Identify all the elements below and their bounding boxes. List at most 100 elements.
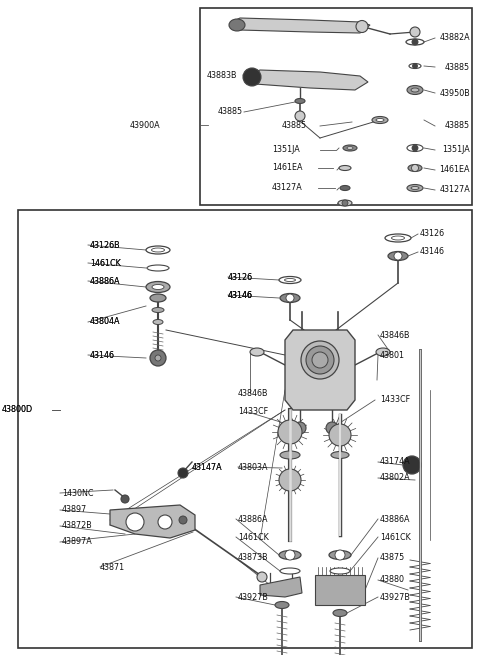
Ellipse shape xyxy=(406,39,424,45)
Text: 1461CK: 1461CK xyxy=(238,533,269,542)
Text: 43885: 43885 xyxy=(282,121,307,130)
Text: 43897A: 43897A xyxy=(62,538,93,546)
Text: 43804A: 43804A xyxy=(90,318,120,326)
Circle shape xyxy=(342,200,348,206)
Circle shape xyxy=(411,164,419,172)
Ellipse shape xyxy=(376,119,384,121)
Text: 1461CK: 1461CK xyxy=(90,259,121,267)
Text: 43146: 43146 xyxy=(90,350,115,360)
Ellipse shape xyxy=(409,64,421,69)
Circle shape xyxy=(155,355,161,361)
Text: 43146: 43146 xyxy=(420,248,445,257)
Text: 43886A: 43886A xyxy=(90,276,120,286)
Text: 1433CF: 1433CF xyxy=(238,407,268,417)
Ellipse shape xyxy=(150,294,166,302)
Text: 43802A: 43802A xyxy=(380,474,410,483)
Ellipse shape xyxy=(339,166,351,170)
Text: 43886A: 43886A xyxy=(380,514,410,523)
Text: 43882A: 43882A xyxy=(439,33,470,43)
Text: 43846B: 43846B xyxy=(238,388,268,398)
Text: 43885: 43885 xyxy=(218,107,243,117)
Ellipse shape xyxy=(338,200,352,206)
FancyBboxPatch shape xyxy=(18,210,472,648)
Circle shape xyxy=(403,456,421,474)
Ellipse shape xyxy=(279,550,301,559)
Text: 43871: 43871 xyxy=(100,563,125,572)
Ellipse shape xyxy=(152,284,164,290)
Polygon shape xyxy=(260,577,302,597)
Ellipse shape xyxy=(407,185,423,191)
Circle shape xyxy=(335,550,345,560)
Text: 1351JA: 1351JA xyxy=(272,145,300,155)
Polygon shape xyxy=(248,70,368,90)
Text: 43803A: 43803A xyxy=(238,462,268,472)
Ellipse shape xyxy=(330,568,350,574)
Text: 1430NC: 1430NC xyxy=(62,489,94,498)
Circle shape xyxy=(286,294,294,302)
Ellipse shape xyxy=(411,88,419,92)
Text: 43147A: 43147A xyxy=(192,462,223,472)
Circle shape xyxy=(150,350,166,366)
Text: 43801: 43801 xyxy=(380,350,405,360)
Text: 43804A: 43804A xyxy=(90,318,120,326)
Text: 43885: 43885 xyxy=(445,121,470,130)
Circle shape xyxy=(179,516,187,524)
Ellipse shape xyxy=(250,348,264,356)
Text: 43897: 43897 xyxy=(62,506,87,514)
Polygon shape xyxy=(315,575,365,605)
Ellipse shape xyxy=(329,550,351,559)
Text: 43146: 43146 xyxy=(90,350,115,360)
Text: 43126: 43126 xyxy=(228,272,253,282)
Circle shape xyxy=(278,420,302,444)
Circle shape xyxy=(329,424,351,446)
Ellipse shape xyxy=(152,307,164,312)
Text: 43885: 43885 xyxy=(445,62,470,71)
Circle shape xyxy=(243,68,261,86)
Circle shape xyxy=(412,39,418,45)
Text: 43126: 43126 xyxy=(228,272,253,282)
Ellipse shape xyxy=(347,147,353,149)
Text: 43146: 43146 xyxy=(228,291,253,299)
Ellipse shape xyxy=(301,341,339,379)
Circle shape xyxy=(295,111,305,121)
Circle shape xyxy=(257,572,267,582)
Text: 1351JA: 1351JA xyxy=(442,145,470,155)
Ellipse shape xyxy=(279,276,301,284)
Ellipse shape xyxy=(376,348,390,356)
Text: 43174A: 43174A xyxy=(380,457,410,466)
Polygon shape xyxy=(110,505,195,538)
Text: 43927B: 43927B xyxy=(380,593,411,601)
Polygon shape xyxy=(285,330,355,410)
Ellipse shape xyxy=(295,98,305,103)
Circle shape xyxy=(279,469,301,491)
Text: 43872B: 43872B xyxy=(62,521,93,531)
Ellipse shape xyxy=(343,145,357,151)
Text: 43875: 43875 xyxy=(380,553,405,563)
Circle shape xyxy=(121,495,129,503)
Text: 43127A: 43127A xyxy=(272,183,303,193)
Circle shape xyxy=(326,422,338,434)
Ellipse shape xyxy=(280,568,300,574)
Text: 1461EA: 1461EA xyxy=(440,166,470,174)
Text: 43800D: 43800D xyxy=(2,405,33,415)
Ellipse shape xyxy=(285,278,296,282)
Circle shape xyxy=(412,64,418,69)
Text: 43146: 43146 xyxy=(228,291,253,299)
Circle shape xyxy=(285,550,295,560)
Ellipse shape xyxy=(280,293,300,303)
Text: 43127A: 43127A xyxy=(439,185,470,195)
Ellipse shape xyxy=(146,282,170,293)
Ellipse shape xyxy=(411,187,419,189)
Text: 43900A: 43900A xyxy=(130,121,161,130)
Text: 43800D: 43800D xyxy=(2,405,33,415)
Text: 1461CK: 1461CK xyxy=(380,533,411,542)
Text: 43873B: 43873B xyxy=(238,553,269,563)
Text: 43880: 43880 xyxy=(380,576,405,584)
Ellipse shape xyxy=(147,265,169,271)
Ellipse shape xyxy=(385,234,411,242)
Text: 43886A: 43886A xyxy=(90,276,120,286)
Text: 43126: 43126 xyxy=(420,229,445,238)
Ellipse shape xyxy=(280,451,300,459)
Ellipse shape xyxy=(407,145,423,151)
Circle shape xyxy=(356,20,368,33)
